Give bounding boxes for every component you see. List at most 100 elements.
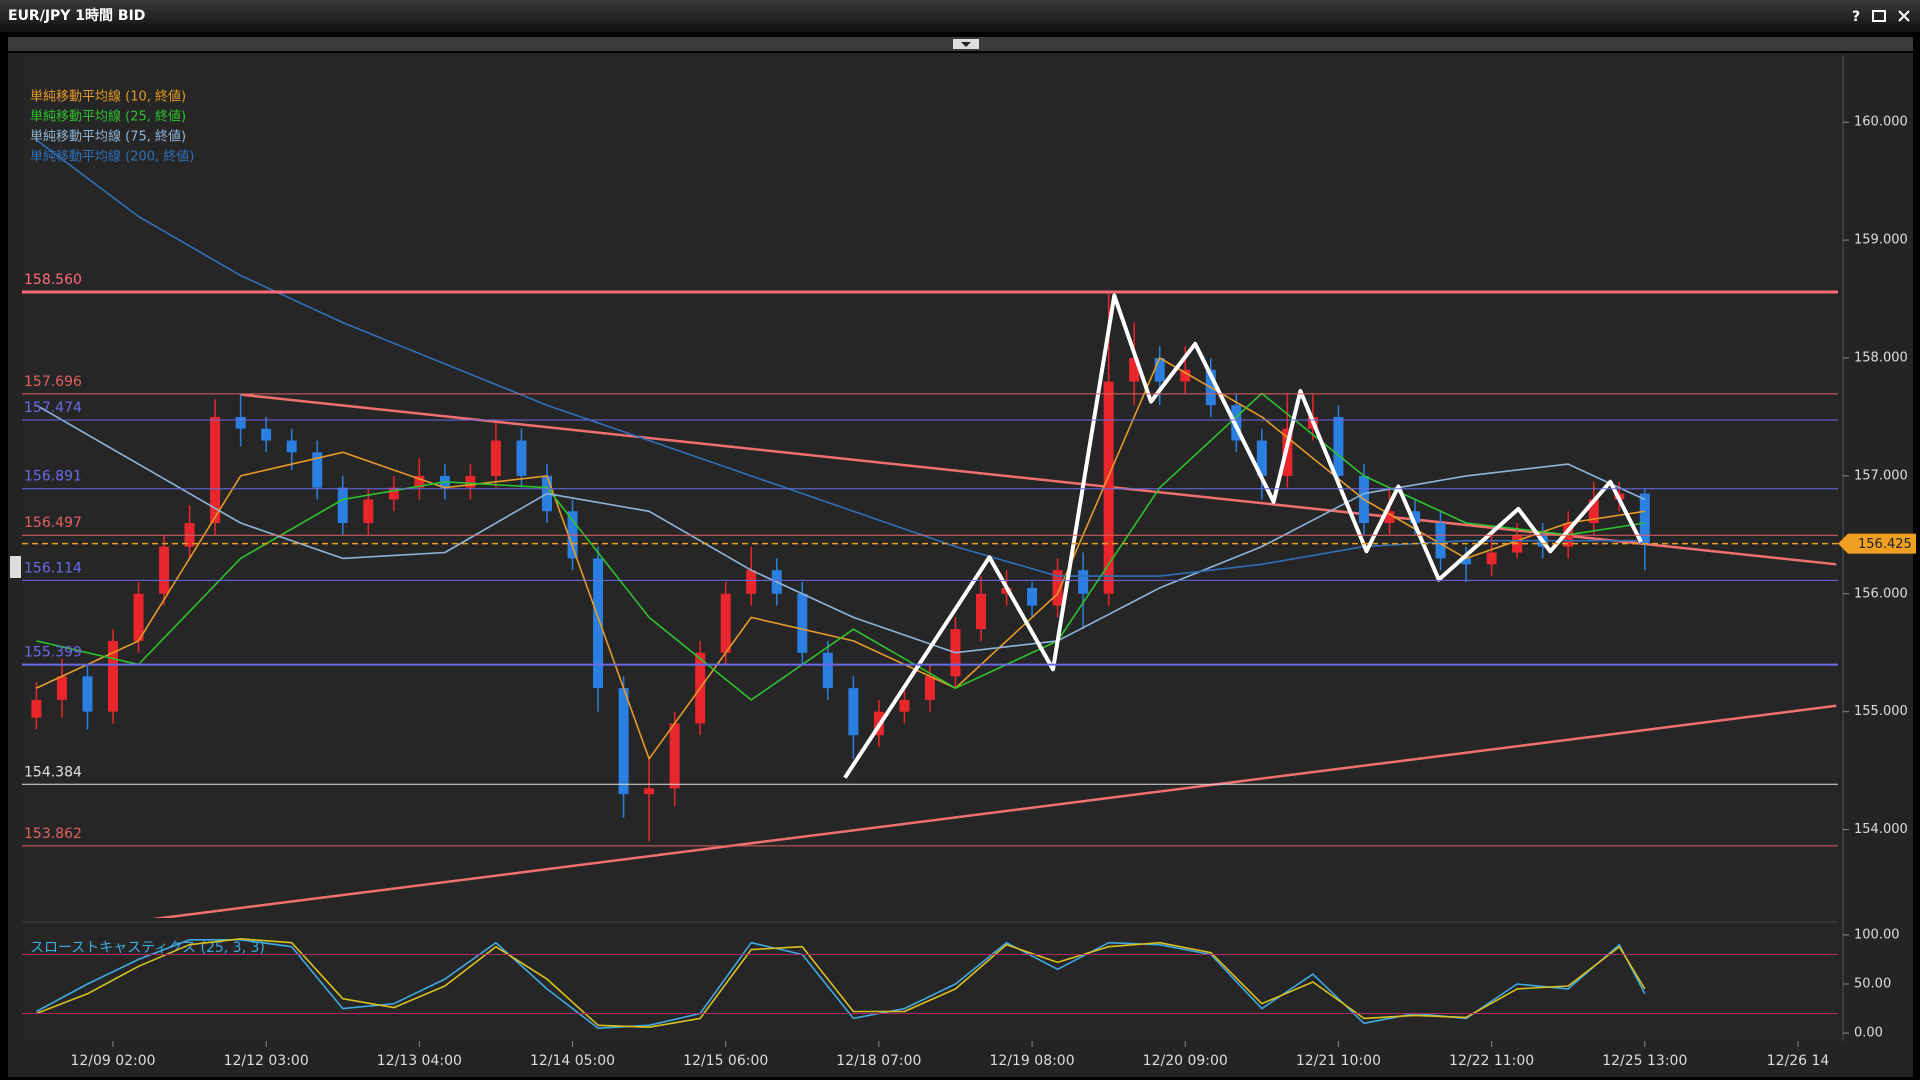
candle-body xyxy=(337,487,348,524)
y-tick-label: 154.000 xyxy=(1854,822,1908,837)
candle-body xyxy=(1410,511,1421,524)
x-tick-label: 12/19 08:00 xyxy=(989,1053,1074,1069)
candle-body xyxy=(1129,357,1140,382)
stoch-title: スローストキャスティクス (25, 3, 3) xyxy=(30,940,265,956)
candle-body xyxy=(31,699,42,718)
legend-entry: 単純移動平均線 (75, 終値) xyxy=(30,129,186,145)
level-label: 157.696 xyxy=(24,374,82,390)
candle-body xyxy=(822,652,833,689)
x-tick-label: 12/22 11:00 xyxy=(1449,1053,1534,1069)
x-tick-label: 12/09 02:00 xyxy=(70,1053,155,1069)
candle-body xyxy=(1103,381,1114,594)
candle-body xyxy=(363,499,374,524)
candle-body xyxy=(490,440,501,476)
stoch-plot xyxy=(22,927,1838,1041)
candle-body xyxy=(107,640,118,712)
candle-body xyxy=(1639,493,1650,544)
candle-body xyxy=(312,452,323,488)
candle-body xyxy=(465,475,476,488)
trend-line xyxy=(151,704,1837,918)
window-title: EUR/JPY 1時間 BID xyxy=(8,7,145,24)
candle-body xyxy=(593,558,604,689)
candle-body xyxy=(133,593,144,641)
candle-body xyxy=(1052,570,1063,606)
candle-body xyxy=(1435,523,1446,559)
legend-entry: 単純移動平均線 (10, 終値) xyxy=(30,89,186,105)
maximize-button[interactable] xyxy=(1872,10,1886,22)
title-bar xyxy=(0,0,1920,32)
stoch-marks xyxy=(36,938,1646,1029)
candle-body xyxy=(899,699,910,712)
level-label: 156.114 xyxy=(24,560,82,576)
y-tick-label: 160.000 xyxy=(1854,115,1908,130)
candle-body xyxy=(1486,552,1497,565)
candle-body xyxy=(1588,499,1599,524)
candle-body xyxy=(618,688,629,795)
level-label: 153.862 xyxy=(24,826,82,842)
y-tick-label: 50.00 xyxy=(1854,977,1891,992)
y-tick-label: 100.00 xyxy=(1854,927,1900,942)
candle-body xyxy=(261,428,272,441)
x-tick-label: 12/15 06:00 xyxy=(683,1053,768,1069)
candle-body xyxy=(1078,570,1089,594)
candle-body xyxy=(82,676,93,712)
level-label: 154.384 xyxy=(24,764,82,780)
level-label: 157.474 xyxy=(24,400,82,416)
series-line xyxy=(36,357,1645,760)
series-line xyxy=(35,139,1645,577)
last-price-tag xyxy=(1838,533,1916,554)
candle-body xyxy=(644,788,655,795)
candle-body xyxy=(1180,369,1191,382)
candle-body xyxy=(976,593,987,630)
candle-body xyxy=(797,593,808,653)
x-tick-label: 12/20 09:00 xyxy=(1143,1053,1228,1069)
candle-body xyxy=(516,440,527,476)
candle-body xyxy=(669,723,680,789)
candle-body xyxy=(56,676,67,700)
x-tick-label: 12/18 07:00 xyxy=(836,1053,921,1069)
candle-body xyxy=(210,416,221,524)
close-button[interactable] xyxy=(1898,10,1910,22)
y-tick-label: 155.000 xyxy=(1854,704,1908,719)
main-plot xyxy=(22,55,1838,918)
candle-body xyxy=(720,593,731,653)
level-label: 156.497 xyxy=(24,515,82,531)
level-label: 158.560 xyxy=(24,272,82,288)
candle-body xyxy=(924,676,935,700)
candle-body xyxy=(1333,416,1344,476)
candle-body xyxy=(1461,558,1472,565)
candle-body xyxy=(848,688,859,736)
x-tick-label: 12/13 04:00 xyxy=(377,1053,462,1069)
y-tick-label: 156.000 xyxy=(1854,586,1908,601)
x-tick-label: 12/12 03:00 xyxy=(224,1053,309,1069)
candle-body xyxy=(1384,511,1395,524)
x-tick-label: 12/21 10:00 xyxy=(1296,1053,1381,1069)
level-label: 155.399 xyxy=(24,645,82,661)
candle-body xyxy=(1027,587,1038,606)
candle-body xyxy=(235,416,246,429)
y-tick-label: 0.00 xyxy=(1854,1026,1883,1041)
help-button[interactable]: ? xyxy=(1852,9,1860,25)
x-tick-label: 12/25 13:00 xyxy=(1602,1053,1687,1069)
legend-entry: 単純移動平均線 (200, 終値) xyxy=(30,149,194,165)
candle-body xyxy=(746,570,757,594)
y-tick-label: 158.000 xyxy=(1854,350,1908,365)
y-tick-label: 157.000 xyxy=(1854,468,1908,483)
candle-body xyxy=(414,475,425,488)
y-tick-label: 159.000 xyxy=(1854,233,1908,248)
last-price-label: 156.425 xyxy=(1858,537,1912,552)
candle-body xyxy=(286,440,297,453)
candle-body xyxy=(388,487,399,500)
legend-entry: 単純移動平均線 (25, 終値) xyxy=(30,109,186,125)
level-label: 156.891 xyxy=(24,469,82,485)
collapse-arrow xyxy=(961,42,971,47)
candle-body xyxy=(1256,440,1267,476)
zigzag-pattern xyxy=(843,293,1643,779)
candle-body xyxy=(1154,357,1165,382)
series-line xyxy=(36,938,1646,1028)
candle-body xyxy=(159,546,170,594)
x-tick-label: 12/26 14 xyxy=(1767,1053,1830,1069)
side-handle[interactable] xyxy=(10,556,21,578)
